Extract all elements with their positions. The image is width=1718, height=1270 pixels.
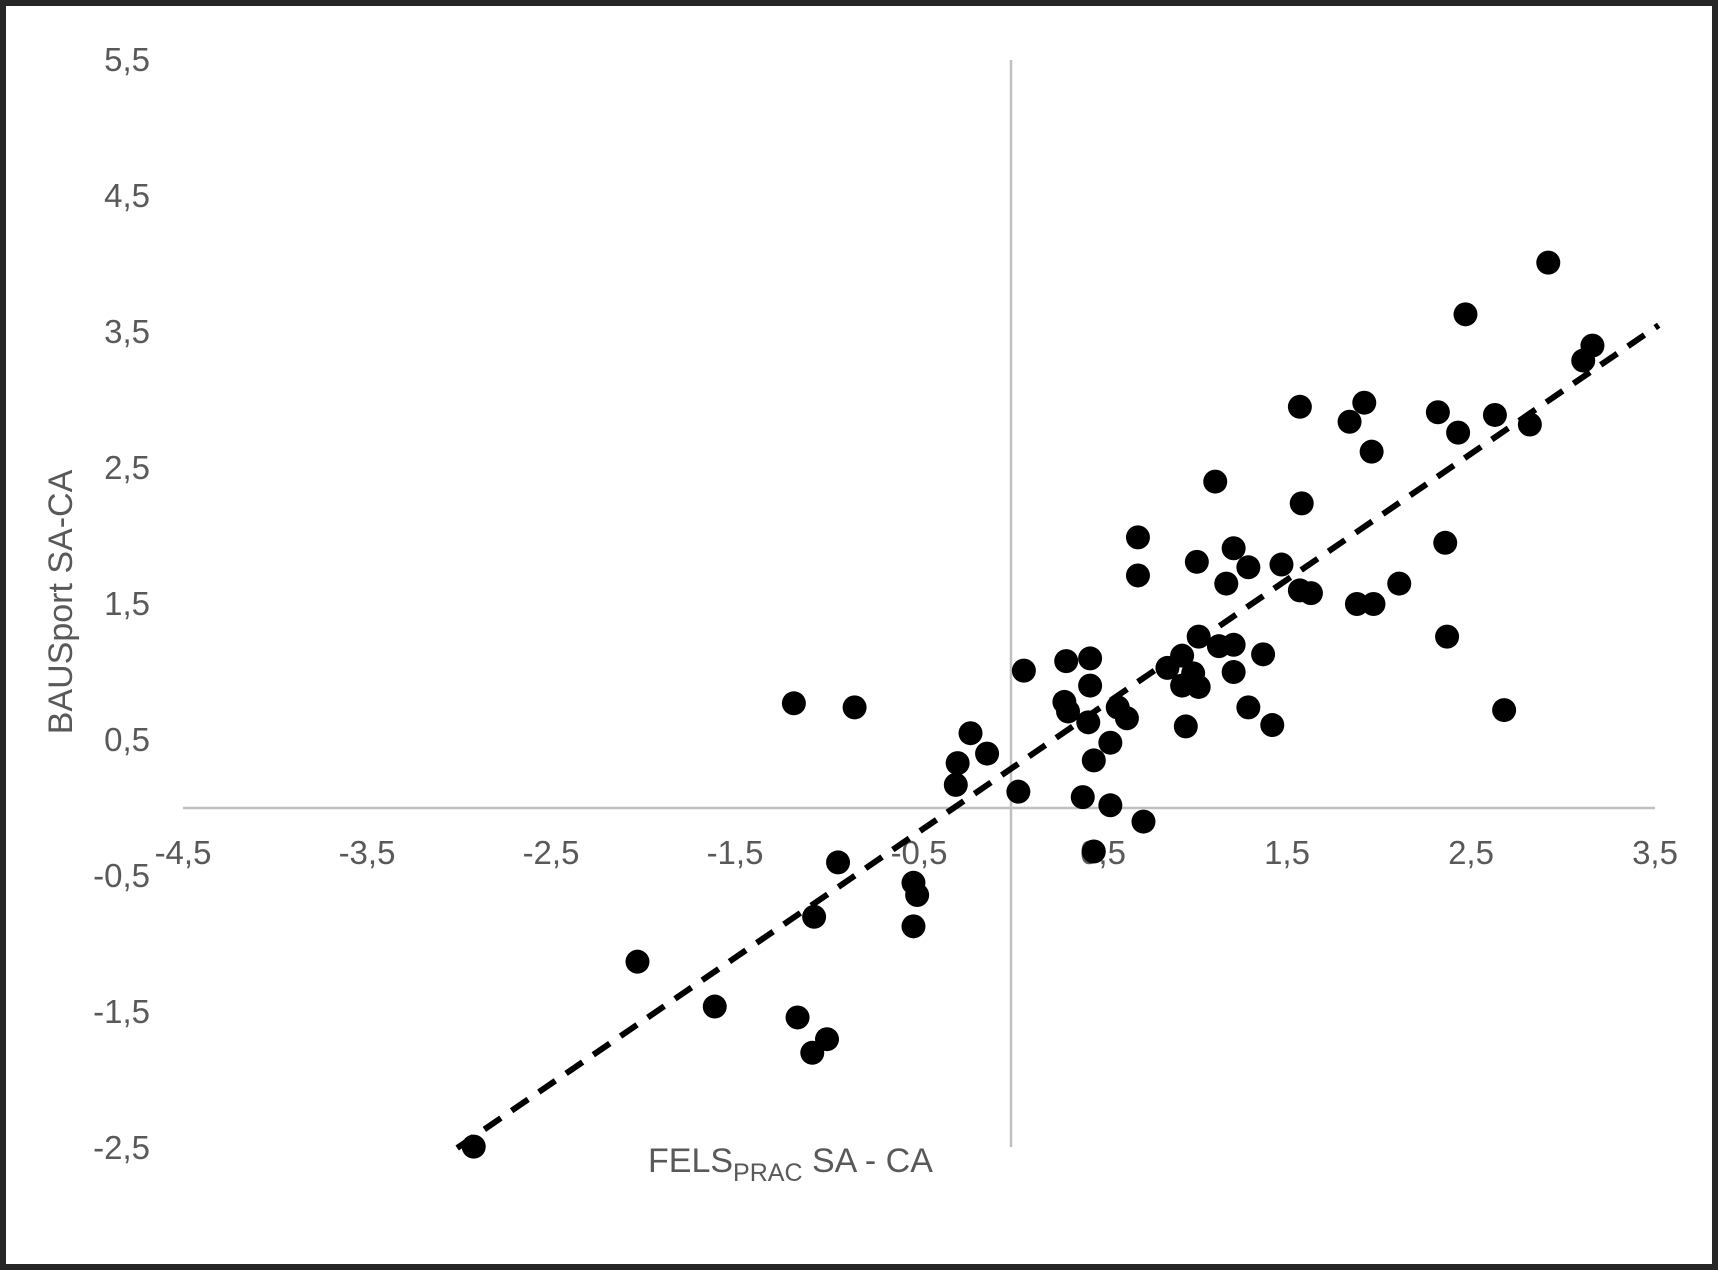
x-tick-label: -1,5 (707, 834, 764, 871)
y-tick-label: -1,5 (93, 993, 150, 1030)
data-points-layer (461, 250, 1605, 1159)
data-point (975, 741, 1000, 766)
data-point (1214, 571, 1239, 596)
y-tick-label: -2,5 (93, 1129, 150, 1166)
x-tick-label: 3,5 (1632, 834, 1678, 871)
data-point (1337, 409, 1362, 434)
data-point (702, 994, 727, 1019)
data-point (901, 914, 926, 939)
data-point (1236, 555, 1261, 580)
data-point (842, 695, 867, 720)
y-tick-label: 4,5 (104, 177, 150, 214)
data-point (1078, 646, 1103, 671)
data-point (1387, 571, 1412, 596)
data-point (1076, 710, 1101, 735)
data-point (1260, 713, 1285, 738)
data-point (1221, 632, 1246, 657)
data-point (625, 949, 650, 974)
data-point (1453, 302, 1478, 327)
data-point (1131, 809, 1156, 834)
y-tick-label: 1,5 (104, 585, 150, 622)
data-point (1269, 552, 1294, 577)
data-point (1482, 402, 1507, 427)
data-point (1011, 658, 1036, 683)
data-point (1173, 714, 1198, 739)
data-point (1580, 333, 1605, 358)
trend-line-layer (455, 322, 1661, 1151)
x-axis-title: FELSPRAC SA - CA (648, 1142, 933, 1187)
trend-line (455, 322, 1661, 1151)
data-point (1433, 530, 1458, 555)
data-point (1078, 673, 1103, 698)
data-point (1446, 420, 1471, 445)
data-point (1006, 779, 1031, 804)
data-point (1081, 748, 1106, 773)
data-point (1221, 536, 1246, 561)
data-point (1435, 624, 1460, 649)
data-point (1186, 624, 1211, 649)
data-point (1203, 469, 1228, 494)
data-point (958, 721, 983, 746)
x-tick-label: -0,5 (891, 834, 948, 871)
data-point (1361, 592, 1386, 616)
data-point (461, 1134, 486, 1159)
data-point (1125, 563, 1150, 588)
data-point (1289, 491, 1314, 516)
data-point (1098, 730, 1123, 755)
data-point (905, 883, 930, 908)
x-tick-labels: -4,5-3,5-2,5-1,5-0,50,51,52,53,5 (155, 834, 1678, 871)
y-tick-label: 5,5 (104, 41, 150, 78)
data-point (1221, 660, 1246, 684)
data-point (943, 772, 968, 797)
data-point (1344, 592, 1369, 616)
data-point (785, 1005, 810, 1030)
data-point (1125, 525, 1150, 550)
data-point (1070, 785, 1095, 810)
y-tick-labels: 5,5 4,5 3,5 2,5 1,5 0,5 -0,5 -1,5 -2,5 (93, 41, 150, 1166)
data-point (1251, 642, 1276, 667)
data-point (1352, 390, 1377, 415)
x-tick-label: -4,5 (155, 834, 212, 871)
x-axis-title-rest: SA - CA (803, 1142, 934, 1180)
data-point (1287, 394, 1312, 419)
axes-layer (183, 60, 1655, 1147)
data-point (1359, 439, 1384, 464)
data-point (800, 1040, 825, 1065)
data-point (826, 850, 851, 875)
x-tick-label: -3,5 (339, 834, 396, 871)
x-axis-title-subscript: PRAC (733, 1159, 802, 1187)
data-point (1236, 695, 1261, 720)
data-point (1298, 581, 1323, 606)
x-tick-label: -2,5 (523, 834, 580, 871)
data-point (1517, 412, 1542, 437)
data-point (1186, 674, 1211, 699)
data-point (1536, 250, 1561, 275)
data-point (1098, 793, 1123, 818)
x-axis-title-main: FELS (648, 1142, 733, 1180)
data-point (1114, 706, 1139, 731)
x-tick-label: 2,5 (1448, 834, 1494, 871)
data-point (1492, 698, 1517, 723)
data-point (945, 751, 970, 776)
data-point (1081, 839, 1106, 864)
y-tick-label: 3,5 (104, 313, 150, 350)
data-point (1425, 400, 1450, 425)
data-point (1054, 649, 1079, 674)
data-point (1056, 699, 1081, 724)
data-point (781, 691, 806, 716)
y-tick-label: -0,5 (93, 857, 150, 894)
y-tick-label: 0,5 (104, 721, 150, 758)
y-axis-title: BAUSport SA-CA (42, 469, 80, 734)
x-tick-label: 1,5 (1264, 834, 1310, 871)
data-point (1170, 643, 1195, 668)
y-tick-label: 2,5 (104, 449, 150, 486)
data-point (1184, 549, 1209, 574)
data-point (802, 904, 827, 929)
